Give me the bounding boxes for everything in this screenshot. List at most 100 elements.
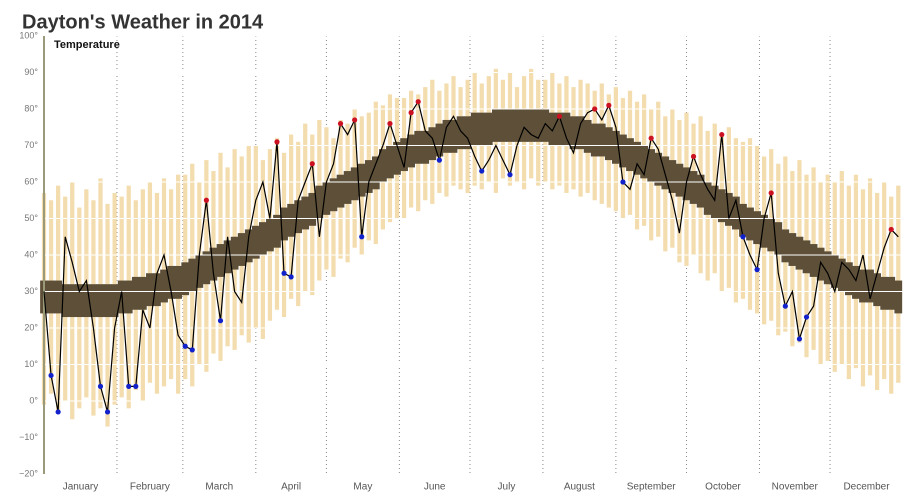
record-low-dot (288, 274, 294, 280)
normal-range-bar (781, 229, 790, 263)
normal-range-bar (131, 276, 140, 310)
normal-range-bar (513, 109, 521, 142)
record-low-dot (796, 336, 803, 342)
normal-range-bar (357, 163, 366, 197)
normal-range-bar (244, 229, 253, 263)
normal-range-bar (739, 203, 747, 237)
y-tick-label: 50° (24, 213, 38, 223)
normal-range-bar (894, 280, 903, 314)
normal-range-bar (195, 255, 204, 288)
normal-range-bar (202, 251, 211, 285)
normal-range-bar (830, 255, 839, 288)
record-low-dot (359, 234, 365, 240)
normal-range-bar (852, 265, 860, 299)
record-low-dot (803, 314, 810, 320)
record-high-dot (274, 139, 280, 145)
record-low-dot (55, 409, 61, 415)
normal-range-bar (138, 276, 147, 310)
normal-range-bar (484, 112, 493, 146)
record-high-dot (888, 226, 894, 233)
normal-range-bar (124, 280, 133, 314)
normal-range-bar (837, 258, 846, 292)
normal-range-bar (336, 174, 345, 208)
record-low-dot (479, 168, 485, 174)
normal-range-bar (604, 127, 613, 161)
normal-range-bar (463, 116, 472, 150)
normal-range-bar (774, 222, 783, 255)
record-high-dot (408, 110, 414, 116)
normal-range-bar (597, 123, 606, 157)
normal-range-bar (251, 225, 260, 259)
x-tick-label: June (424, 482, 446, 493)
record-low-dot (620, 179, 626, 185)
x-tick-label: July (498, 482, 516, 493)
y-tick-label: −10° (19, 432, 38, 442)
normal-range-bar (75, 284, 84, 318)
normal-range-bar (322, 182, 331, 215)
normal-range-bar (562, 112, 571, 146)
normal-range-bar (181, 262, 190, 296)
normal-range-bar (753, 211, 761, 245)
record-low-dot (436, 157, 442, 163)
normal-range-bar (294, 200, 303, 234)
normal-range-bar (887, 276, 896, 310)
normal-range-bar (400, 138, 408, 172)
normal-range-bar (859, 269, 867, 303)
y-tick-label: 10° (24, 359, 38, 369)
normal-range-bar (54, 280, 62, 314)
normal-range-bar (414, 130, 423, 164)
x-tick-label: December (843, 482, 890, 493)
normal-range-bar (153, 273, 161, 307)
normal-range-bar (710, 185, 719, 219)
y-tick-label: −20° (19, 468, 38, 478)
normal-range-bar (633, 141, 641, 175)
y-tick-label: 70° (24, 140, 38, 150)
x-tick-label: October (705, 482, 741, 493)
normal-range-bar (802, 240, 811, 274)
y-tick-label: 40° (24, 249, 38, 259)
record-high-dot (719, 131, 725, 138)
x-tick-label: May (353, 482, 372, 493)
record-high-dot (309, 161, 315, 167)
normal-range-bar (732, 196, 740, 230)
normal-range-bar (654, 152, 663, 186)
normal-range-bar (449, 119, 458, 153)
normal-range-bar (89, 284, 98, 318)
normal-range-bar (96, 284, 105, 318)
normal-range-bar (640, 145, 648, 179)
record-low-dot (182, 343, 188, 349)
record-low-dot (217, 318, 224, 324)
normal-range-bar (103, 284, 112, 318)
normal-range-bar (590, 123, 599, 157)
chart-title: Dayton's Weather in 2014 (22, 11, 264, 33)
normal-range-bar (167, 265, 175, 299)
y-tick-label: 20° (24, 322, 38, 332)
normal-range-bar (301, 196, 310, 230)
normal-range-bar (421, 130, 430, 164)
normal-range-bar (675, 163, 684, 197)
x-tick-label: April (281, 482, 301, 493)
normal-range-bar (110, 284, 119, 318)
normal-range-bar (619, 134, 627, 168)
normal-range-bar (506, 109, 514, 142)
x-tick-label: March (205, 482, 233, 493)
normal-range-bar (343, 171, 352, 204)
normal-range-bar (371, 156, 380, 190)
normal-range-bar (668, 160, 677, 193)
y-tick-label: 90° (24, 67, 38, 77)
normal-range-bar (499, 109, 507, 142)
normal-range-bar (61, 284, 70, 318)
normal-range-bar (724, 192, 733, 226)
y-tick-label: 60° (24, 176, 38, 186)
normal-range-bar (146, 273, 154, 307)
record-high-dot (352, 117, 358, 123)
normal-range-bar (491, 109, 500, 142)
normal-range-bar (520, 109, 528, 142)
normal-range-bar (174, 265, 183, 299)
normal-range-bar (534, 109, 543, 142)
normal-range-bar (880, 276, 889, 310)
normal-range-bar (266, 218, 274, 252)
normal-range-bar (477, 112, 486, 146)
